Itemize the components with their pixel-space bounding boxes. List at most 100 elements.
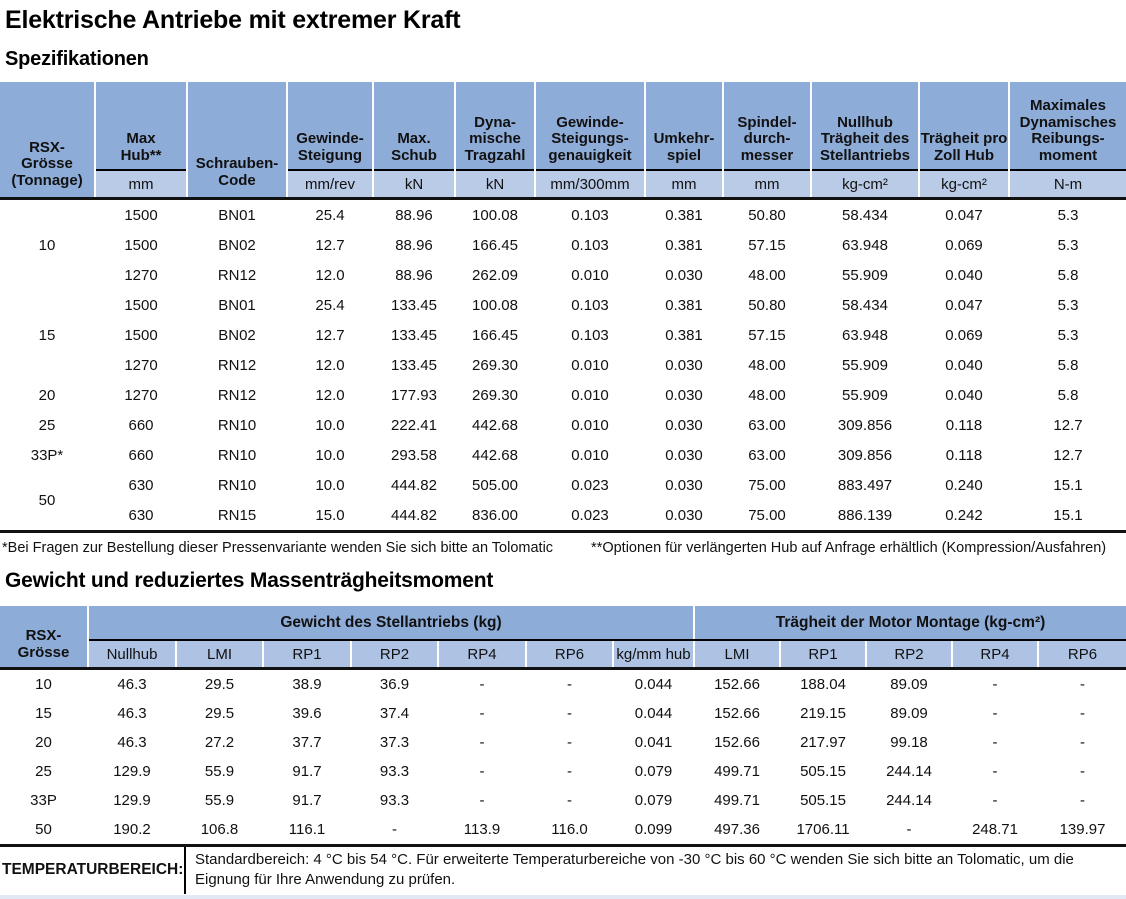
spec-cell: 0.381 (645, 320, 724, 350)
weight-cell: 499.71 (694, 757, 782, 786)
spec-cell: 0.030 (645, 350, 724, 380)
spec-cell: 0.030 (645, 470, 724, 500)
weight-row-header: RSX- Grösse (0, 606, 89, 670)
weight-table-body: 10 46.3 29.5 38.9 36.9- -0.044 152.66 188.04 89.… (0, 668, 1126, 844)
weight-cell: 89.09 (866, 668, 954, 699)
weight-cell: - (1038, 786, 1126, 815)
footnote-extended-stroke: **Optionen für verlängerten Hub auf Anfr… (591, 540, 1107, 556)
weight-cell: 248.71 (952, 815, 1040, 844)
weight-cell: 0.079 (613, 786, 696, 815)
spec-cell: 5.8 (1009, 350, 1126, 380)
header-unit-rule (812, 169, 918, 171)
spec-table: RSX- Grösse (Tonnage) Max Hub** mm Schraube… (0, 82, 1126, 530)
temperature-divider (184, 847, 186, 894)
spec-cell: 55.909 (811, 380, 920, 410)
spec-cell: RN12 (187, 260, 288, 290)
spec-cell: BN01 (187, 198, 288, 230)
column-label: RSX- Grösse (Tonnage) (0, 82, 94, 197)
weight-table: RSX- Grösse Gewicht des Stellantriebs (kg… (0, 606, 1126, 844)
spec-cell: 5.3 (1009, 290, 1126, 320)
spec-cell: 442.68 (455, 440, 536, 470)
size-cell: 50 (0, 470, 96, 530)
weight-cell: 139.97 (1038, 815, 1126, 844)
spec-cell: 222.41 (373, 410, 456, 440)
size-cell: 10 (0, 198, 96, 290)
weight-cell: - (952, 757, 1040, 786)
weight-cell: - (526, 728, 614, 757)
spec-section-title: Spezifikationen (5, 48, 149, 70)
spec-column-header: Max Hub** mm (95, 82, 188, 200)
spec-cell: RN10 (187, 440, 288, 470)
spec-cell: 660 (95, 440, 188, 470)
spec-cell: 630 (95, 470, 188, 500)
weight-cell: 37.3 (351, 728, 439, 757)
weight-cell: 152.66 (694, 668, 782, 699)
spec-cell: 50.80 (723, 198, 812, 230)
weight-cell: 46.3 (88, 728, 177, 757)
weight-cell: 116.1 (263, 815, 352, 844)
column-unit: kN (374, 171, 454, 197)
spec-cell: 0.010 (535, 260, 646, 290)
weight-cell: 106.8 (176, 815, 264, 844)
spec-cell: 0.103 (535, 230, 646, 260)
spec-cell: 10.0 (287, 470, 374, 500)
header-unit-rule (536, 169, 644, 171)
spec-cell: 0.030 (645, 260, 724, 290)
temperature-label: TEMPERATURBEREICH: (2, 861, 184, 879)
spec-cell: 1500 (95, 320, 188, 350)
weight-table-row: 20 46.3 27.2 37.7 37.3- -0.041 152.66 217.97 99.… (0, 728, 1126, 757)
size-cell: 50 (0, 815, 89, 844)
spec-cell: 0.010 (535, 350, 646, 380)
spec-table-row: 20 1270 RN12 12.0 177.93 269.30 0.010 0.030 48.0… (0, 380, 1126, 410)
spec-cell: 0.069 (919, 320, 1010, 350)
spec-cell: 1270 (95, 260, 188, 290)
spec-table-row: 1500 BN02 12.7 88.96 166.45 0.103 0.381 57.15 63… (0, 230, 1126, 260)
spec-cell: 50.80 (723, 290, 812, 320)
spec-cell: 12.7 (287, 230, 374, 260)
weight-section-title: Gewicht und reduziertes Massenträgheitsm… (5, 569, 494, 592)
spec-cell: BN02 (187, 320, 288, 350)
spec-cell: 1270 (95, 350, 188, 380)
spec-cell: 15.1 (1009, 470, 1126, 500)
spec-cell: 0.047 (919, 198, 1010, 230)
weight-cell: - (1038, 728, 1126, 757)
weight-cell: 129.9 (88, 757, 177, 786)
spec-cell: 10.0 (287, 440, 374, 470)
spec-table-row: 15 1500 BN01 25.4 133.45 100.08 0.103 0.381 50.8… (0, 290, 1126, 380)
weight-cell: 505.15 (780, 786, 868, 815)
header-unit-rule (1010, 169, 1126, 171)
spec-cell: 12.7 (1009, 410, 1126, 440)
weight-table-row: 10 46.3 29.5 38.9 36.9- -0.044 152.66 188.04 89.… (0, 668, 1126, 699)
spec-cell: 133.45 (373, 320, 456, 350)
weight-cell: 116.0 (526, 815, 614, 844)
header-unit-rule (920, 169, 1008, 171)
spec-cell: 12.0 (287, 260, 374, 290)
weight-cell: - (526, 668, 614, 699)
spec-cell: RN12 (187, 350, 288, 380)
weight-cell: 0.044 (613, 668, 696, 699)
weight-cell: 37.4 (351, 699, 439, 728)
weight-sub-header: LMI (176, 640, 264, 670)
spec-cell: 48.00 (723, 350, 812, 380)
spec-table-row: 33P* 660 RN10 10.0 293.58 442.68 0.010 0.030 63.… (0, 440, 1126, 470)
weight-cell: - (952, 786, 1040, 815)
weight-cell: - (1038, 699, 1126, 728)
group-label: Trägheit der Motor Montage (kg-cm²) (775, 613, 1046, 631)
weight-sub-header: RP6 (1038, 640, 1126, 670)
weight-sub-header: RP4 (952, 640, 1040, 670)
spec-cell: 63.00 (723, 440, 812, 470)
weight-sub-header: RP4 (438, 640, 527, 670)
weight-header-group-row: RSX- Grösse Gewicht des Stellantriebs (kg… (0, 606, 1126, 670)
weight-cell: 0.079 (613, 757, 696, 786)
weight-sub-header: LMI (694, 640, 782, 670)
weight-sub-header: RP1 (263, 640, 352, 670)
spec-cell: BN01 (187, 290, 288, 320)
weight-cell: 244.14 (866, 757, 954, 786)
column-label: Umkehr- spiel (646, 82, 722, 169)
weight-cell: - (952, 699, 1040, 728)
spec-cell: RN10 (187, 470, 288, 500)
spec-cell: 133.45 (373, 350, 456, 380)
weight-row-header-label: RSX- Grösse (17, 627, 70, 662)
spec-cell: 5.8 (1009, 380, 1126, 410)
column-unit: mm/rev (288, 171, 372, 197)
